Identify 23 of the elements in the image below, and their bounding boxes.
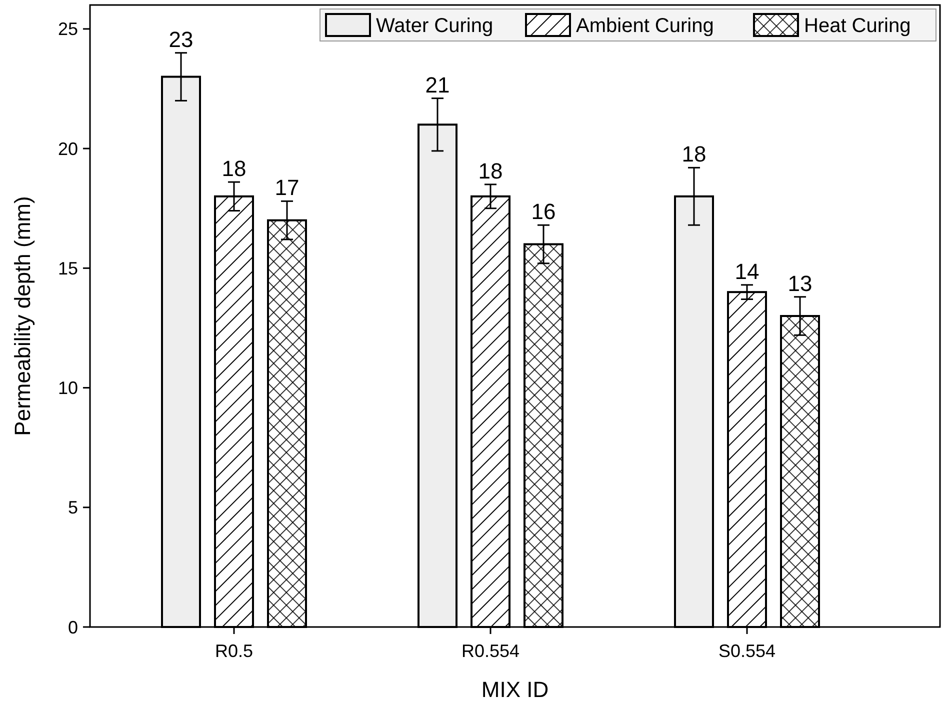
data-label: 14: [734, 258, 760, 284]
x-tick-label: R0.5: [214, 641, 254, 661]
data-label: 17: [274, 175, 300, 200]
y-tick-label: 0: [68, 617, 78, 638]
x-tick-label: R0.554: [461, 641, 520, 661]
y-tick-label: 20: [58, 138, 78, 159]
data-label: 13: [788, 270, 812, 296]
y-tick-label: 10: [58, 378, 78, 398]
x-axis-title: MIX ID: [481, 677, 549, 702]
data-label: 18: [222, 156, 246, 182]
y-tick-label: 5: [68, 498, 78, 518]
y-axis-title: Permeability depth (mm): [10, 196, 35, 436]
data-label: 23: [168, 26, 194, 52]
legend-label: Ambient Curing: [576, 15, 714, 37]
data-label: 21: [425, 72, 450, 98]
y-tick-label: 15: [58, 258, 78, 278]
legend-label: Heat Curing: [804, 15, 911, 37]
data-label: 18: [682, 142, 706, 167]
data-label: 16: [531, 199, 556, 224]
x-tick-label: S0.554: [718, 641, 776, 661]
y-tick-label: 25: [58, 19, 78, 40]
legend-label: Water Curing: [376, 15, 494, 37]
data-label: 18: [478, 158, 503, 184]
